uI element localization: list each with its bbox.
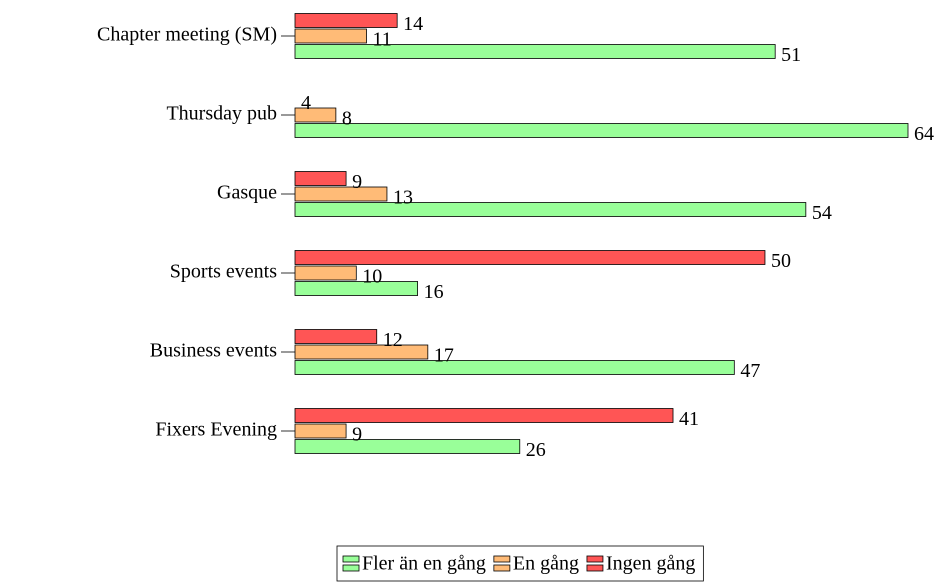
bar	[294, 344, 429, 360]
value-label: 9	[352, 171, 362, 193]
legend-swatch	[493, 564, 511, 572]
legend-label: Fler än en gång	[362, 553, 486, 575]
legend-swatch	[586, 564, 604, 572]
legend-swatch	[342, 564, 360, 572]
y-tick-label: Chapter meeting (SM)	[97, 24, 277, 46]
value-label: 10	[362, 266, 382, 288]
value-label: 26	[526, 439, 546, 461]
y-tick-label: Sports events	[170, 261, 277, 283]
legend-box	[336, 545, 704, 582]
value-label: 64	[914, 123, 934, 145]
value-label: 13	[393, 187, 413, 209]
bar	[294, 123, 909, 138]
value-label: 51	[781, 44, 801, 66]
y-tick-label: Gasque	[217, 182, 277, 204]
bar	[294, 439, 521, 454]
bar	[294, 408, 674, 423]
y-tick-label: Business events	[150, 340, 277, 362]
bar	[294, 28, 367, 44]
bar	[294, 281, 418, 296]
legend: Fler än en gång En gång Ingen gång	[336, 545, 704, 582]
value-label: 9	[352, 424, 362, 446]
value-label: 50	[771, 250, 791, 272]
bar	[294, 423, 347, 439]
value-label: 54	[812, 202, 832, 224]
y-tick-label: Thursday pub	[166, 103, 277, 125]
legend-swatch	[586, 555, 604, 563]
value-label: 16	[424, 281, 444, 303]
bar	[294, 265, 357, 281]
value-label: 14	[403, 13, 423, 35]
legend-label: Ingen gång	[606, 553, 695, 575]
value-label: 47	[740, 360, 760, 382]
bar	[294, 329, 378, 344]
bar	[294, 186, 388, 202]
bar	[294, 13, 398, 28]
value-label: 17	[434, 345, 454, 367]
value-label: 8	[342, 108, 352, 130]
value-label: 41	[679, 408, 699, 430]
value-label: 4	[301, 92, 311, 114]
legend-swatch	[342, 555, 360, 563]
legend-swatch	[493, 555, 511, 563]
y-tick-label: Fixers Evening	[155, 419, 277, 441]
bar	[294, 250, 766, 265]
value-label: 12	[383, 329, 403, 351]
bar	[294, 107, 337, 123]
value-label: 11	[373, 29, 392, 51]
bar	[294, 171, 347, 186]
bar	[294, 44, 776, 59]
bar	[294, 360, 735, 375]
legend-label: En gång	[513, 553, 579, 575]
bar	[294, 202, 807, 217]
